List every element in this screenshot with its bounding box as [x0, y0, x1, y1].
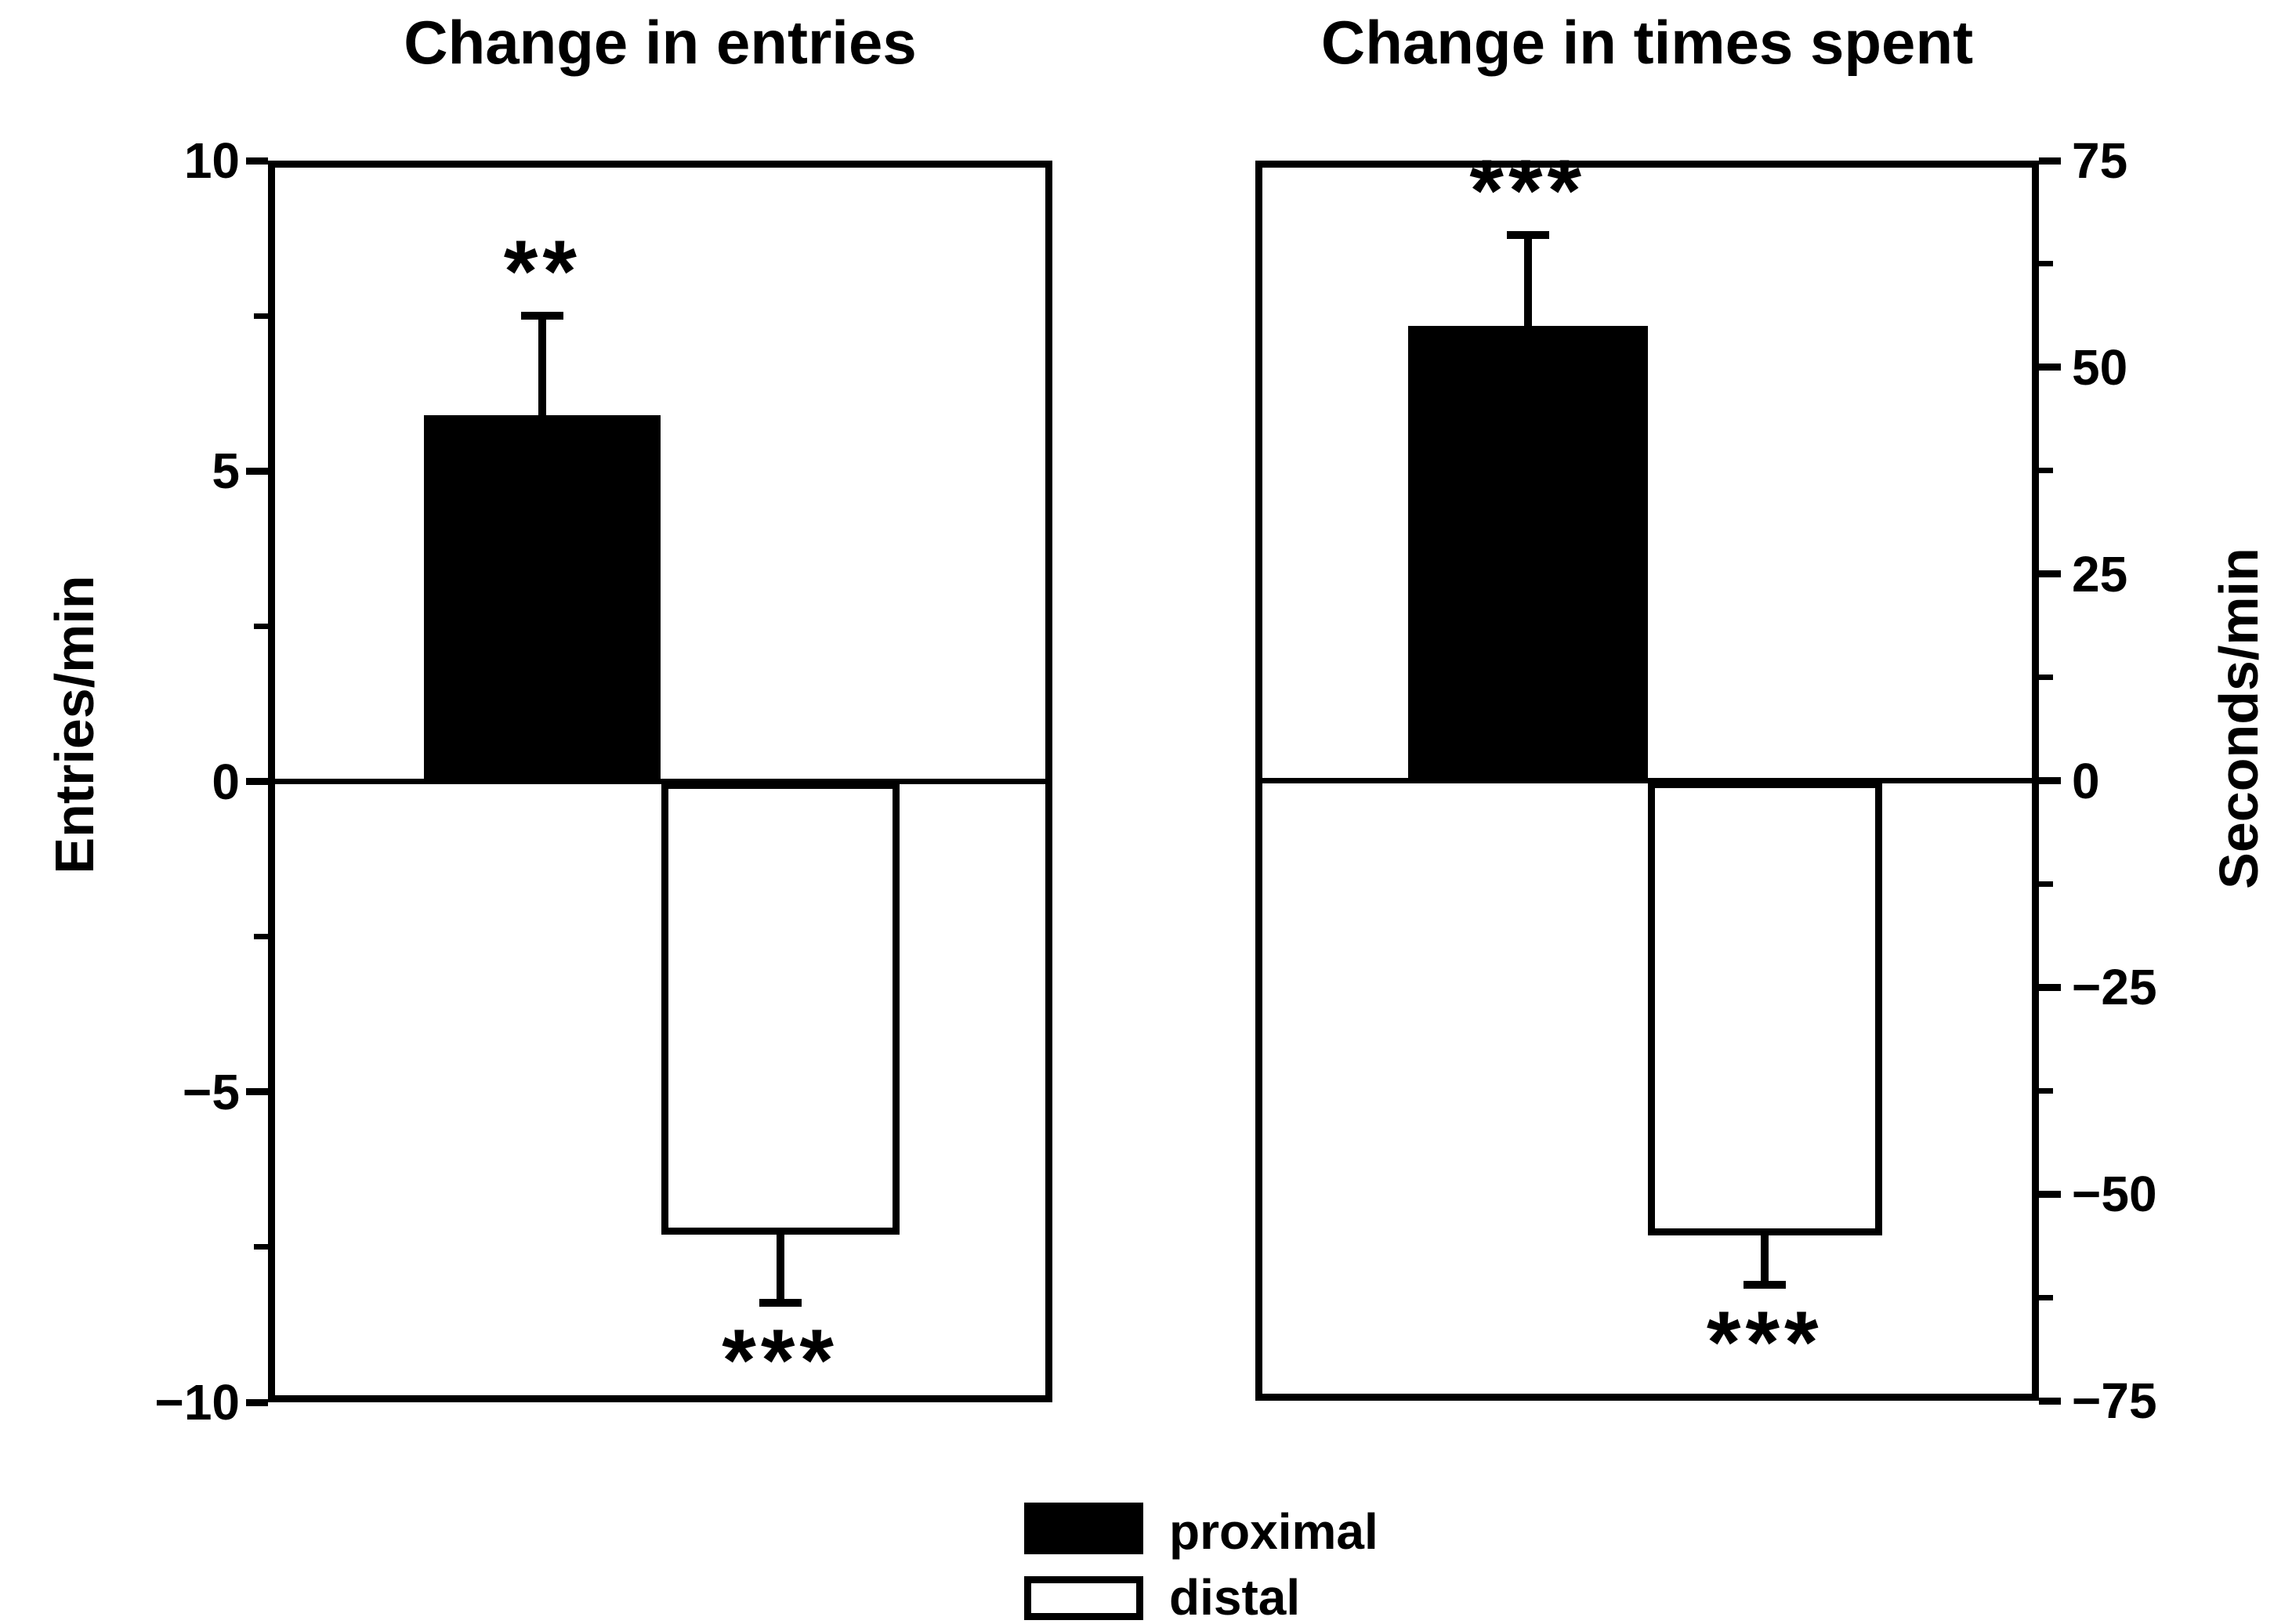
y-axis-minor-tick — [2039, 1087, 2053, 1094]
y-axis-tick-label: −75 — [2072, 1373, 2157, 1429]
panel-2-zero-line — [1255, 778, 2039, 783]
error-bar-cap — [521, 312, 564, 320]
y-axis-major-tick — [2039, 157, 2061, 165]
legend-swatch-proximal — [1024, 1503, 1143, 1554]
y-axis-major-tick — [2039, 983, 2061, 991]
bar-proximal — [1408, 326, 1648, 781]
y-axis-minor-tick — [2039, 261, 2053, 267]
right-chart-title: Change in times spent — [1320, 8, 1974, 77]
left-y-axis-label: Entries/min — [44, 575, 105, 874]
left-chart-title: Change in entries — [404, 8, 917, 77]
y-axis-major-tick — [246, 778, 268, 785]
legend-label-distal: distal — [1169, 1569, 1301, 1624]
significance-label: *** — [1469, 141, 1587, 240]
error-bar-stem — [538, 316, 547, 415]
y-axis-minor-tick — [2039, 1294, 2053, 1300]
error-bar-stem — [1761, 1235, 1769, 1286]
y-axis-minor-tick — [254, 623, 268, 629]
bar-proximal — [424, 414, 661, 782]
y-axis-tick-label: 0 — [212, 753, 240, 810]
y-axis-tick-label: 50 — [2072, 338, 2128, 396]
y-axis-minor-tick — [254, 934, 268, 940]
y-axis-tick-label: −50 — [2072, 1166, 2157, 1223]
bar-distal — [661, 781, 900, 1235]
y-axis-minor-tick — [254, 313, 268, 319]
panel-1-zero-line — [268, 779, 1052, 784]
y-axis-minor-tick — [254, 1244, 268, 1250]
legend-label-proximal: proximal — [1169, 1503, 1378, 1560]
error-bar-cap — [759, 1299, 802, 1308]
y-axis-minor-tick — [2039, 468, 2053, 474]
error-bar-stem — [1523, 234, 1532, 327]
y-axis-tick-label: −10 — [154, 1374, 240, 1430]
significance-label: ** — [503, 222, 581, 321]
y-axis-major-tick — [246, 1088, 268, 1096]
y-axis-major-tick — [2039, 570, 2061, 578]
y-axis-tick-label: 25 — [2072, 545, 2128, 602]
y-axis-tick-label: −25 — [2072, 959, 2157, 1016]
significance-label: *** — [1706, 1293, 1823, 1392]
y-axis-minor-tick — [2039, 675, 2053, 681]
error-bar-cap — [1506, 230, 1549, 239]
y-axis-major-tick — [2039, 364, 2061, 371]
y-axis-tick-label: 5 — [212, 443, 240, 500]
y-axis-tick-label: −5 — [183, 1063, 240, 1120]
y-axis-tick-label: 0 — [2072, 752, 2100, 809]
y-axis-major-tick — [246, 1398, 268, 1406]
y-axis-tick-label: 10 — [183, 132, 240, 189]
y-axis-major-tick — [2039, 1190, 2061, 1198]
y-axis-major-tick — [246, 467, 268, 475]
legend-swatch-distal — [1024, 1576, 1143, 1620]
error-bar-cap — [1744, 1281, 1787, 1289]
y-axis-tick-label: 75 — [2072, 132, 2128, 189]
significance-label: *** — [722, 1311, 839, 1410]
y-axis-major-tick — [2039, 1397, 2061, 1405]
bar-distal — [1647, 780, 1882, 1235]
y-axis-major-tick — [2039, 777, 2061, 784]
error-bar-stem — [776, 1235, 784, 1304]
y-axis-major-tick — [246, 157, 268, 165]
y-axis-minor-tick — [2039, 881, 2053, 887]
